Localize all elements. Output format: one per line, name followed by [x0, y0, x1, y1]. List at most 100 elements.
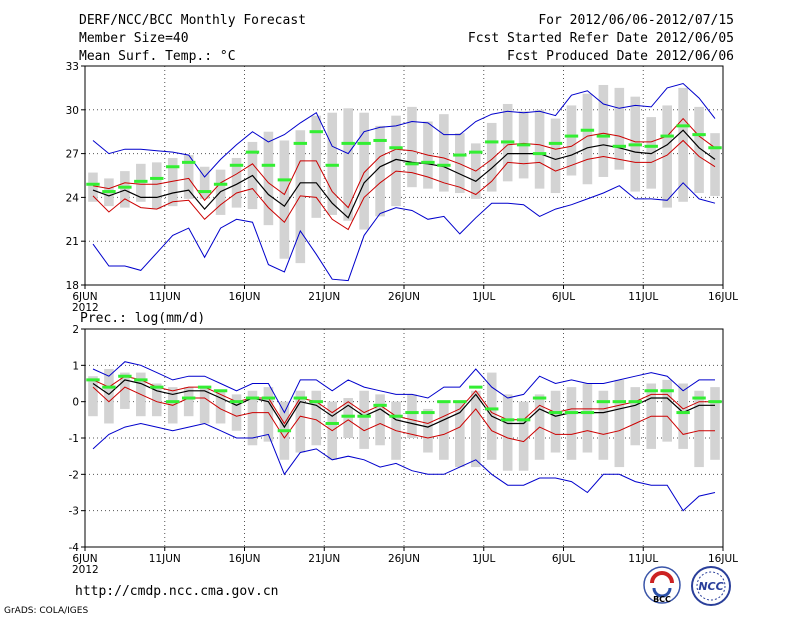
- ensemble-box: [120, 171, 130, 208]
- ensemble-box: [598, 390, 609, 460]
- bcc-logo-text: BCC: [653, 595, 671, 604]
- ensemble-box: [534, 109, 545, 189]
- grads-credit: GrADS: COLA/IGES: [4, 606, 88, 616]
- ensemble-box: [455, 401, 465, 468]
- x-tick-label: 21JUN: [308, 291, 340, 303]
- precip-panel-title: Prec.: log(mm/d): [80, 311, 205, 326]
- started-date: Fcst Started Refer Date 2012/06/05: [468, 31, 734, 46]
- ensemble-box: [311, 390, 322, 446]
- member-size: Member Size=40: [79, 31, 189, 46]
- ncc-logo: NCC: [691, 566, 731, 606]
- x-tick-label: 11JUN: [149, 291, 181, 303]
- ensemble-box: [678, 87, 688, 202]
- ncc-logo-text: NCC: [698, 580, 723, 593]
- variable-label: Mean Surf. Temp.: °C: [79, 49, 236, 64]
- lower-spread-line: [92, 386, 715, 443]
- ensemble-box: [375, 125, 385, 217]
- ensemble-box: [550, 390, 561, 453]
- ensemble-box: [231, 394, 242, 431]
- ensemble-box: [407, 394, 417, 438]
- lower-spread-line: [92, 139, 716, 231]
- ensemble-box: [566, 105, 577, 176]
- x-tick-label: 11JUL: [628, 553, 658, 565]
- ensemble-box: [614, 379, 625, 468]
- ensemble-box: [423, 408, 433, 453]
- y-tick-label: -3: [69, 506, 79, 518]
- x-tick-label: 16JUN: [229, 553, 261, 565]
- ensemble-box: [88, 376, 98, 417]
- x-tick-label: 26JUN: [388, 553, 420, 565]
- ensemble-box: [486, 122, 497, 192]
- x-tick-label: 6JUN: [72, 291, 97, 303]
- bcc-logo: BCC: [643, 566, 681, 604]
- y-tick-label: 0: [72, 397, 79, 409]
- y-tick-label: 1: [72, 360, 79, 372]
- ensemble-box: [694, 106, 704, 194]
- ensemble-box: [247, 390, 258, 446]
- upper-spread-line: [92, 375, 715, 425]
- ensemble-box: [88, 172, 98, 202]
- x-tick-label: 1JUL: [472, 553, 495, 565]
- ensemble-box: [263, 131, 274, 226]
- min-line: [92, 422, 716, 512]
- ensemble-box: [167, 157, 178, 207]
- y-tick-label: 24: [66, 192, 80, 204]
- x-tick-label: 6JUL: [552, 553, 575, 565]
- ensemble-box: [279, 140, 290, 259]
- ensemble-box: [582, 93, 593, 185]
- y-tick-label: 27: [66, 149, 79, 161]
- x-tick-label: 16JUN: [229, 291, 261, 303]
- ensemble-box: [566, 387, 577, 460]
- temperature-panel: 18 21 24 27 30 33 6JUN 11JUN 16JUN 21JUN 26JUN 1JUL…: [66, 61, 739, 314]
- ensemble-box: [231, 157, 242, 208]
- y-tick-label: -2: [69, 469, 79, 481]
- ensemble-box: [710, 387, 720, 460]
- ensemble-box: [662, 105, 672, 208]
- x-tick-label: 16JUL: [708, 553, 738, 565]
- forecast-period: For 2012/06/06-2012/07/15: [538, 13, 734, 28]
- ensemble-box: [151, 162, 162, 210]
- ensemble-box: [455, 133, 465, 194]
- y-tick-label: 2: [72, 324, 79, 336]
- ensemble-box: [183, 155, 194, 199]
- min-line: [92, 182, 716, 282]
- upper-spread-line: [92, 117, 716, 209]
- ensemble-box: [199, 166, 210, 199]
- ensemble-box: [104, 368, 114, 424]
- ensemble-box: [311, 115, 322, 218]
- ensemble-box: [263, 387, 274, 442]
- ensemble-box: [502, 394, 513, 471]
- ensemble-box: [120, 372, 130, 409]
- x-tick-label: 16JUL: [708, 291, 738, 303]
- y-tick-label: 30: [66, 105, 79, 117]
- ensemble-box: [678, 383, 688, 449]
- ensemble-box: [343, 398, 353, 438]
- ensemble-box: [470, 390, 481, 468]
- ensemble-box: [662, 379, 672, 442]
- x-year-label: 2012: [72, 564, 99, 576]
- y-tick-label: 21: [66, 236, 79, 248]
- ensemble-box: [295, 390, 306, 453]
- ensemble-mean-line: [92, 379, 715, 429]
- ensemble-box: [439, 401, 449, 460]
- produced-date: Fcst Produced Date 2012/06/06: [507, 49, 734, 64]
- ensemble-box: [439, 114, 449, 192]
- x-tick-label: 11JUN: [149, 553, 181, 565]
- y-tick-label: 18: [66, 280, 79, 292]
- ensemble-box: [582, 383, 593, 453]
- x-tick-label: 1JUL: [472, 291, 495, 303]
- x-tick-label: 6JUN: [72, 553, 97, 565]
- ensemble-box: [359, 112, 369, 230]
- ensemble-box: [646, 117, 657, 189]
- source-url[interactable]: http://cmdp.ncc.cma.gov.cn: [75, 584, 279, 599]
- ensemble-mean-line: [92, 129, 716, 219]
- y-tick-label: -4: [69, 542, 80, 554]
- x-tick-label: 21JUN: [308, 553, 340, 565]
- ensemble-box: [598, 84, 609, 177]
- ensemble-box: [359, 390, 369, 449]
- max-line: [92, 82, 716, 178]
- ensemble-box: [183, 387, 194, 417]
- chart-title: DERF/NCC/BCC Monthly Forecast: [79, 13, 306, 28]
